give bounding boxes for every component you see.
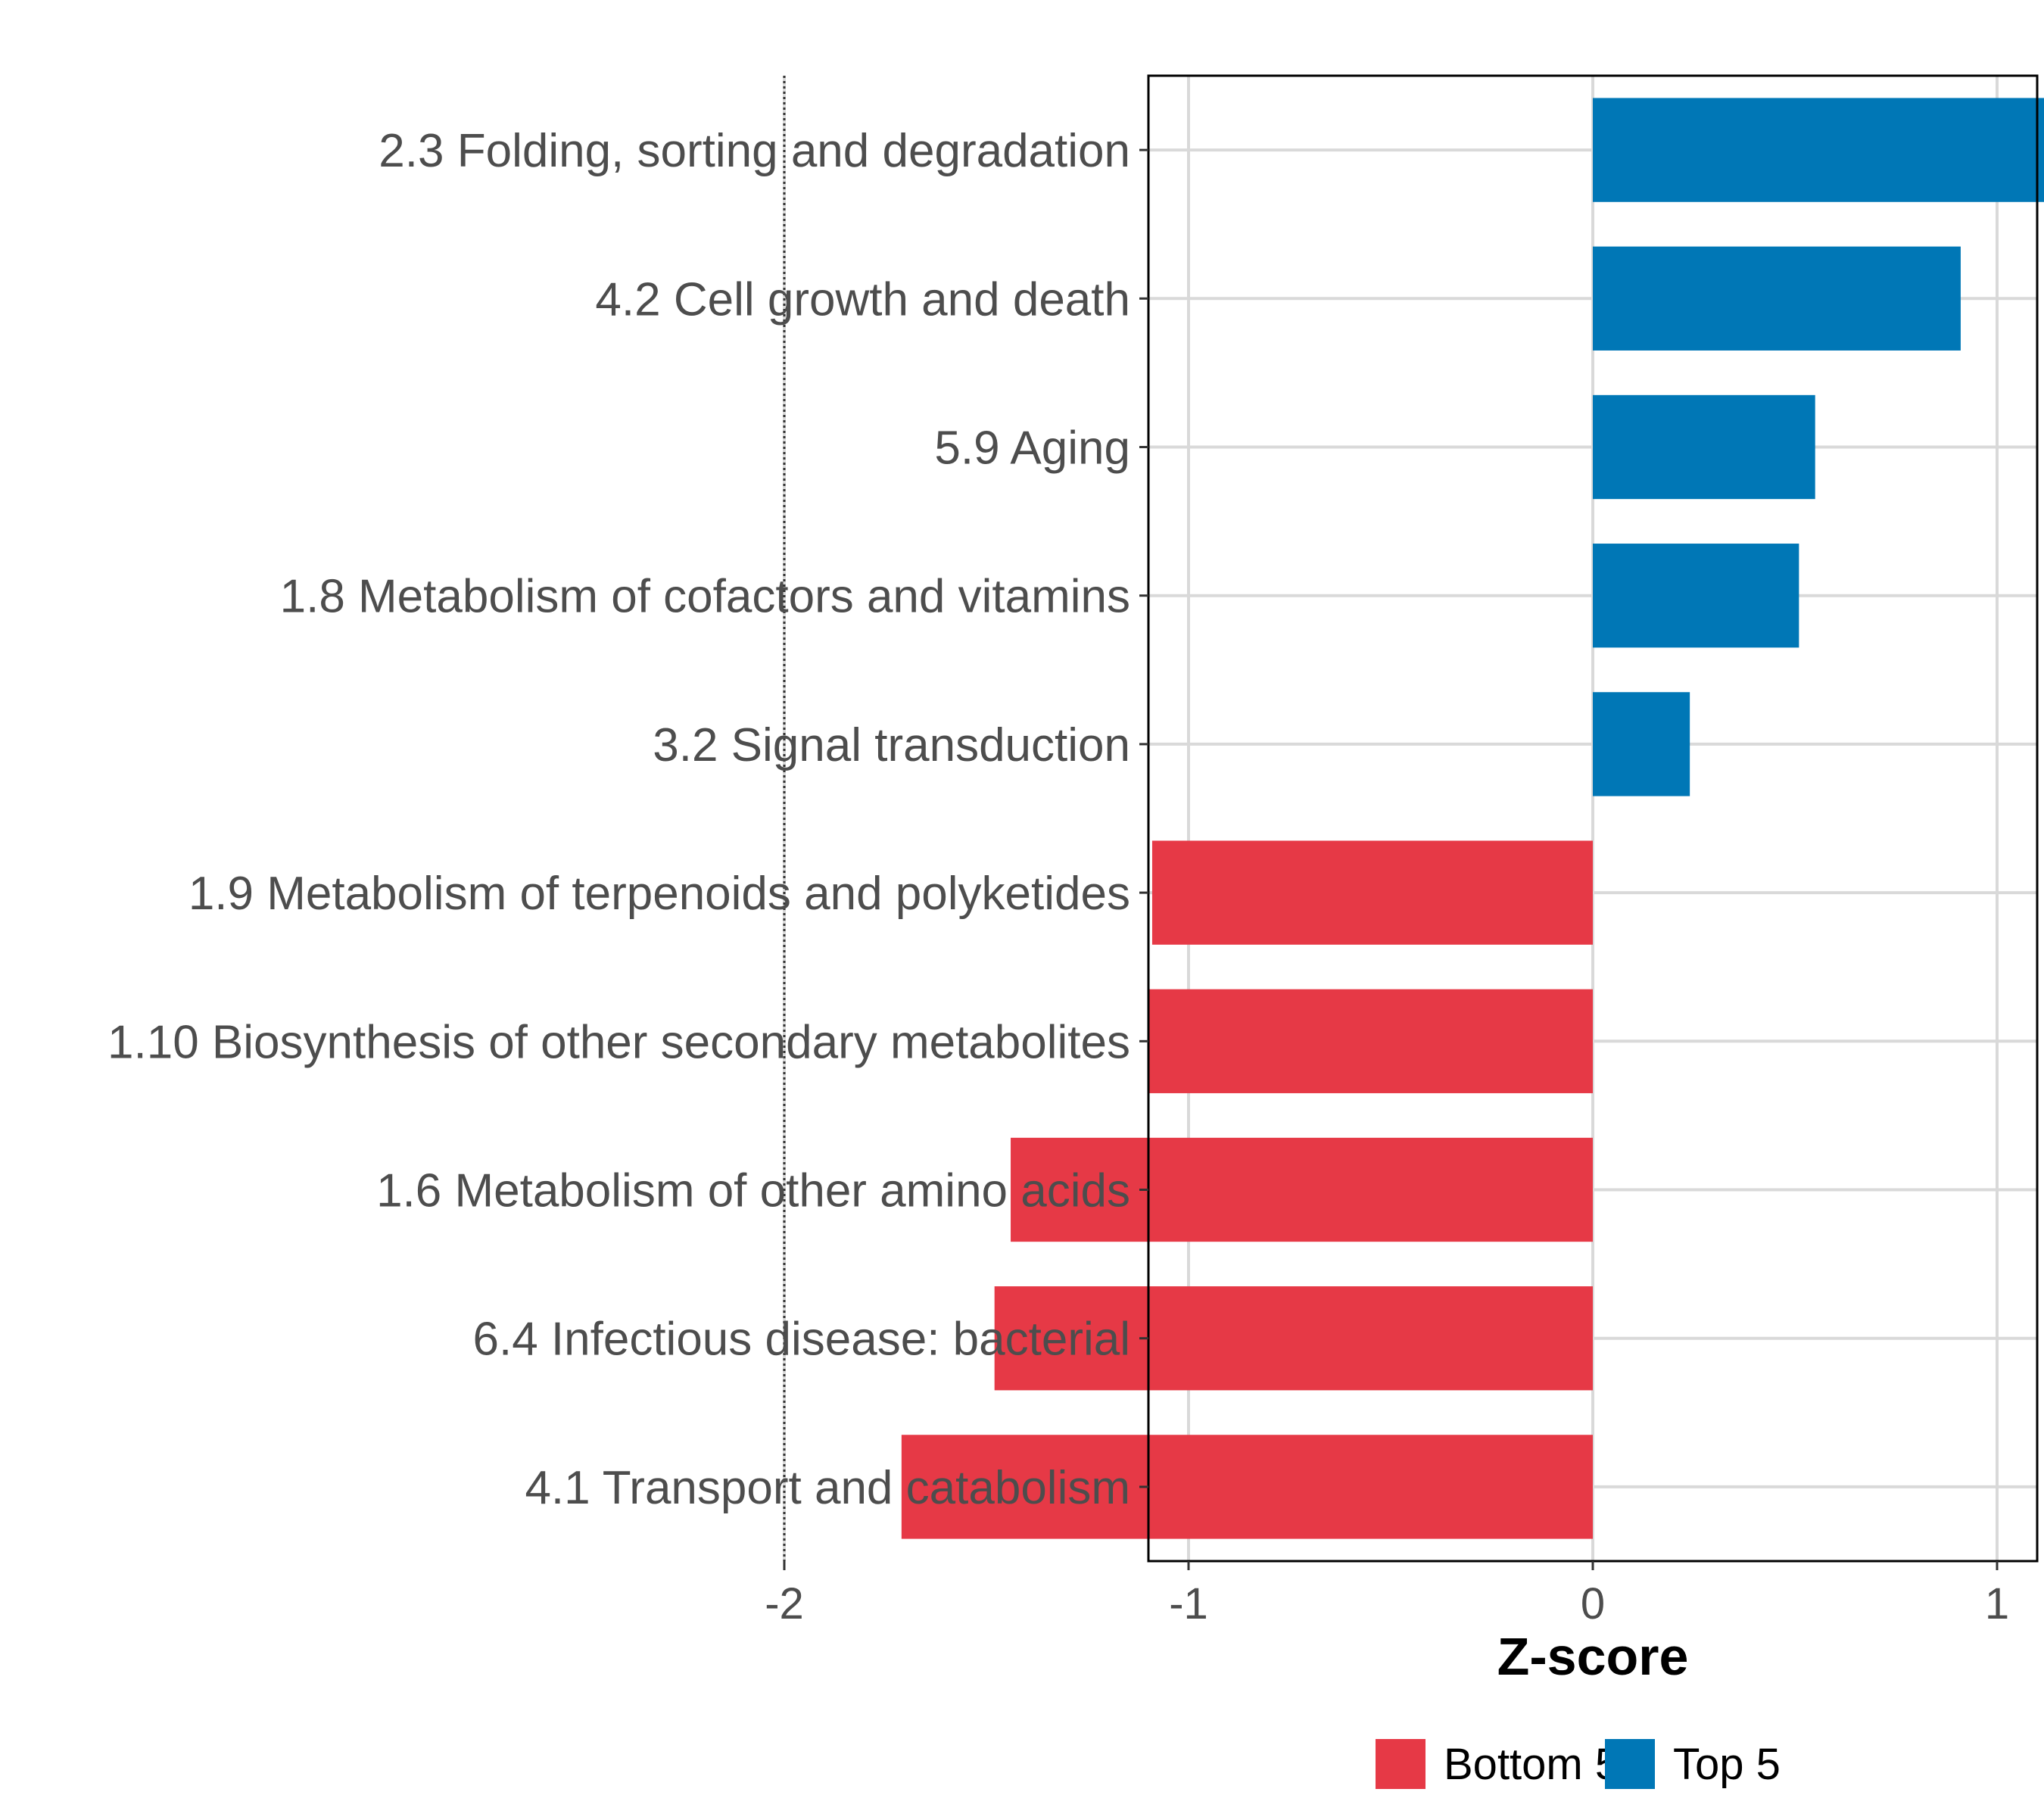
legend: Bottom 5 Top 5: [1376, 1739, 1781, 1789]
y-tick-label: 1.6 Metabolism of other amino acids: [376, 1165, 1130, 1217]
bars: [901, 98, 2044, 1539]
reference-lines: [783, 76, 786, 1561]
y-tick-label: 5.9 Aging: [934, 422, 1130, 475]
x-axis: -2-1012: [765, 1561, 2009, 1628]
bar-top-1: [1593, 98, 2044, 202]
y-tick-label: 1.9 Metabolism of terpenoids and polyket…: [189, 868, 1130, 920]
x-tick-label: -2: [765, 1579, 804, 1628]
x-axis-title: Z-score: [1497, 1627, 1689, 1686]
legend-swatch: [1605, 1739, 1655, 1789]
x-tick-label: 1: [1985, 1579, 2009, 1628]
bar-top-4: [1593, 544, 1799, 648]
bar-top-2: [1593, 246, 1961, 351]
y-tick-label: 1.8 Metabolism of cofactors and vitamins: [280, 571, 1130, 623]
x-tick-label: -1: [1169, 1579, 1208, 1628]
legend-swatch: [1376, 1739, 1426, 1789]
y-tick-label: 3.2 Signal transduction: [653, 719, 1130, 771]
bar-top-5: [1593, 692, 1690, 796]
bar-bottom-7: [1148, 989, 1593, 1093]
y-tick-label: 4.2 Cell growth and death: [595, 273, 1130, 326]
y-tick-label: 2.3 Folding, sorting and degradation: [379, 125, 1130, 177]
y-tick-label: 4.1 Transport and catabolism: [525, 1462, 1130, 1514]
bar-top-3: [1593, 394, 1815, 500]
y-tick-label: 1.10 Biosynthesis of other secondary met…: [107, 1016, 1130, 1068]
y-axis: 2.3 Folding, sorting and degradation 4.2 …: [107, 125, 1148, 1514]
legend-label: Top 5: [1673, 1740, 1781, 1789]
bar-bottom-10: [901, 1435, 1593, 1539]
bar-bottom-9: [994, 1286, 1593, 1391]
bar-bottom-6: [1151, 840, 1593, 945]
bar-bottom-8: [1011, 1137, 1593, 1242]
legend-label: Bottom 5: [1444, 1740, 1619, 1789]
x-tick-label: 0: [1581, 1579, 1605, 1628]
y-tick-label: 6.4 Infectious disease: bacterial: [472, 1314, 1130, 1366]
